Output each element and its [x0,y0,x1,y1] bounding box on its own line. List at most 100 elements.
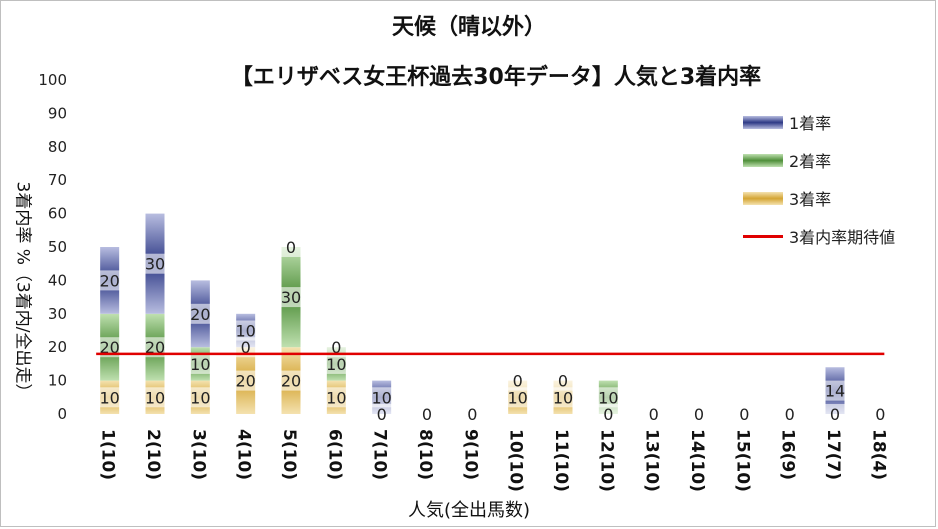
data-label-bg [230,320,261,341]
data-label-bg [185,387,216,408]
y-tick-label: 60 [48,205,67,223]
data-label: 20 [235,372,255,391]
data-label: 0 [558,372,568,391]
data-label-bg [689,404,709,424]
y-tick-label: 10 [48,372,67,390]
x-tick-label: 6(10) [324,429,344,480]
data-label-bg [140,253,170,274]
data-label: 0 [694,405,704,424]
data-label: 0 [513,372,523,391]
data-label-bg [230,370,261,391]
legend-item-1st: 1着率 [743,103,895,141]
x-tick-label: 5(10) [279,429,299,480]
data-label-bg [321,353,352,374]
data-label: 30 [281,288,301,307]
y-tick-label: 40 [48,271,67,289]
x-axis-label: 人気(全出馬数) [407,500,531,521]
data-label: 0 [286,238,296,257]
data-label: 20 [190,305,210,324]
data-label-bg [870,404,891,424]
y-tick-label: 70 [48,171,67,189]
data-label: 10 [598,388,618,407]
x-tick-label: 2(10) [143,429,163,480]
legend-item-3rd: 3着率 [743,179,895,217]
data-label: 10 [145,388,165,407]
legend-label-3rd: 3着率 [789,190,832,209]
x-tick-label: 18(4) [868,429,888,480]
data-label-bg [643,404,664,424]
data-label-bg [185,303,216,324]
x-tick-label: 17(7) [823,429,843,480]
data-label: 10 [326,388,346,407]
data-label: 0 [467,405,477,424]
data-label: 10 [190,355,210,374]
data-label: 20 [99,338,119,357]
x-tick-label: 1(10) [98,429,118,480]
x-tick-label: 7(10) [370,429,390,480]
data-label-bg [276,370,306,391]
data-label: 0 [649,405,659,424]
data-label: 10 [371,388,391,407]
data-label-bg [734,404,755,424]
data-label: 20 [99,271,119,290]
y-tick-label: 90 [48,104,67,122]
data-label-bg [417,404,437,424]
data-label: 0 [422,405,432,424]
y-tick-label: 0 [57,405,67,423]
y-tick-label: 50 [48,238,67,256]
y-tick-label: 100 [38,71,67,89]
y-tick-label: 80 [48,138,67,156]
y-tick-label: 20 [48,338,67,356]
data-label-bg [371,404,392,424]
data-label-bg [276,287,306,308]
x-tick-label: 9(10) [460,429,480,480]
data-label: 0 [603,405,613,424]
legend-label-1st: 1着率 [789,114,832,133]
data-label: 10 [326,355,346,374]
data-label-bg [281,237,301,257]
y-tick-label: 30 [48,305,67,323]
chart-subtitle: 【エリザベス女王杯過去30年データ】人気と3着内率 [230,65,762,90]
x-tick-label: 12(10) [596,429,616,492]
data-label: 0 [241,338,251,357]
data-label-bg [140,387,170,408]
x-tick-label: 13(10) [642,429,662,492]
legend-swatch-3rd [743,191,783,205]
legend-label-expected: 3着内率期待値 [789,228,896,247]
data-label: 10 [507,388,527,407]
data-label-bg [507,370,528,391]
data-label-bg [779,404,800,424]
x-tick-label: 8(10) [415,429,435,480]
data-label: 30 [145,255,165,274]
data-label: 0 [830,405,840,424]
x-tick-label: 4(10) [234,429,254,480]
data-label-bg [502,387,533,408]
data-label-bg [321,387,352,408]
data-label-bg [235,337,256,358]
legend-swatch-1st [743,115,783,129]
data-label-bg [94,387,125,408]
data-label-bg [326,337,347,358]
data-label-bg [553,370,573,391]
data-label: 10 [235,322,255,341]
x-tick-label: 15(10) [732,429,752,492]
data-label: 0 [331,338,341,357]
chart-title: 天候（晴以外） [391,15,546,40]
legend-label-2nd: 2着率 [789,152,832,171]
x-tick-label: 16(9) [778,429,798,480]
data-label: 10 [553,388,573,407]
data-label: 0 [739,405,749,424]
data-label: 0 [875,405,885,424]
legend-swatch-2nd [743,153,783,167]
data-label-bg [366,387,397,408]
x-tick-label: 14(10) [687,429,707,492]
legend-line-expected [743,234,783,238]
data-label-bg [94,337,125,358]
data-label: 10 [190,388,210,407]
x-tick-label: 11(10) [551,429,571,492]
x-tick-label: 10(10) [506,429,526,492]
data-label-bg [185,353,216,374]
data-label-bg [825,404,845,424]
data-label: 20 [145,338,165,357]
data-label: 14 [825,382,845,401]
